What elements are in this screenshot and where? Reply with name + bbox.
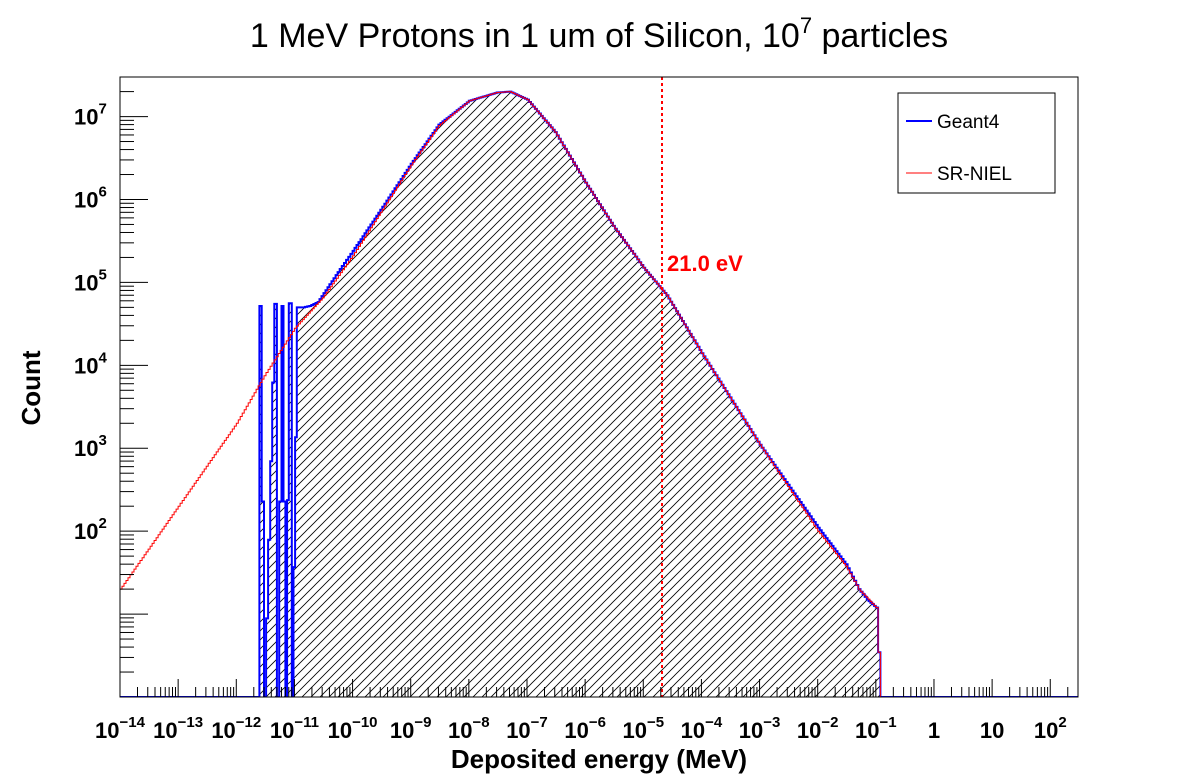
chart-title-tail: particles (812, 17, 948, 55)
x-tick-label: 10−12 (211, 714, 261, 743)
chart-title: 1 MeV Protons in 1 um of Silicon, 107 pa… (250, 13, 948, 55)
y-axis: 102 103 104 105 106 107 (74, 76, 148, 698)
y-tick-label: 102 (74, 515, 107, 544)
x-axis: 10−14 10−13 10−12 10−11 10−10 10−9 10−8 10−7 10−… (95, 679, 1079, 743)
x-tick-label: 10−3 (739, 714, 781, 743)
series-layer (120, 90, 1078, 697)
y-axis-label: Count (16, 350, 46, 425)
x-tick-label: 10−6 (564, 714, 606, 743)
series-sr-niel-line (120, 91, 1078, 697)
annotation-layer: 21.0 eV (661, 77, 743, 697)
x-tick-label: 10−1 (855, 714, 897, 743)
x-tick-label: 10−9 (390, 714, 432, 743)
x-axis-label: Deposited energy (MeV) (451, 744, 747, 774)
x-tick-label: 10−10 (328, 714, 378, 743)
x-tick-label: 10−2 (797, 714, 839, 743)
x-tick-label: 10−4 (681, 714, 723, 743)
x-tick-label: 10 (980, 718, 1004, 743)
x-tick-label: 10−7 (506, 714, 548, 743)
plot-frame (119, 76, 1079, 698)
y-tick-label: 105 (74, 266, 107, 295)
x-tick-label: 10−13 (153, 714, 203, 743)
legend: Geant4 SR-NIEL (897, 92, 1056, 194)
chart-title-exponent: 7 (800, 13, 812, 38)
x-tick-label: 1 (928, 718, 940, 743)
y-tick-label: 107 (74, 101, 107, 130)
x-tick-label: 10−11 (270, 714, 319, 743)
legend-entry-sr-niel: SR-NIEL (937, 164, 1012, 185)
legend-box (897, 92, 1056, 194)
x-tick-label: 10−14 (95, 714, 146, 743)
x-tick-label: 102 (1034, 714, 1067, 743)
x-tick-label: 10−5 (622, 714, 664, 743)
y-tick-label: 104 (74, 349, 107, 378)
legend-entry-geant4: Geant4 (937, 112, 1000, 133)
y-tick-label: 103 (74, 432, 107, 461)
x-tick-label: 10−8 (448, 714, 490, 743)
y-tick-label: 106 (74, 183, 107, 212)
threshold-label: 21.0 eV (667, 251, 743, 276)
